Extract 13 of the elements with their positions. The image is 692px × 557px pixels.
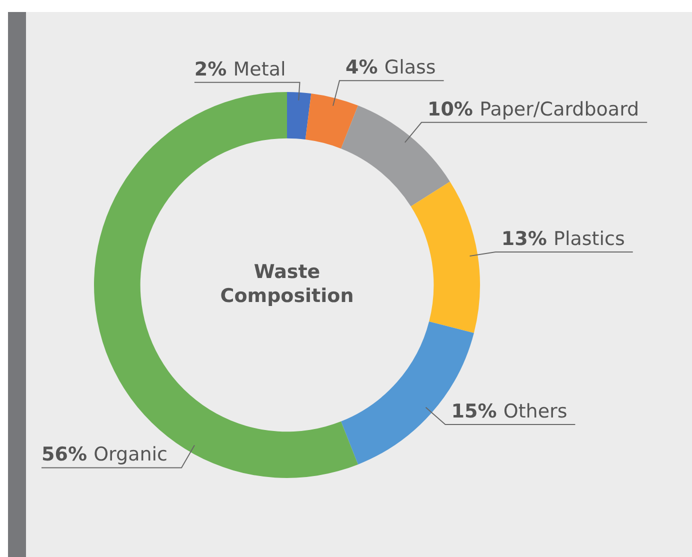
data-label: 4% bbox=[345, 56, 384, 79]
data-label: 2% bbox=[194, 58, 234, 80]
slice-label: Organic bbox=[94, 444, 168, 466]
data-label: 10% bbox=[427, 98, 480, 120]
data-label: 13% bbox=[501, 228, 554, 250]
slice-label: Others bbox=[503, 400, 568, 423]
slice-label: Glass bbox=[384, 56, 436, 79]
slice-label: Plastics bbox=[553, 228, 625, 250]
data-label: 56% bbox=[42, 444, 94, 466]
slice-label: Metal bbox=[233, 58, 286, 80]
text: Waste Composition bbox=[220, 260, 354, 307]
data-label: 15% bbox=[451, 400, 504, 423]
slice-label: Paper/Cardboard bbox=[480, 98, 640, 120]
